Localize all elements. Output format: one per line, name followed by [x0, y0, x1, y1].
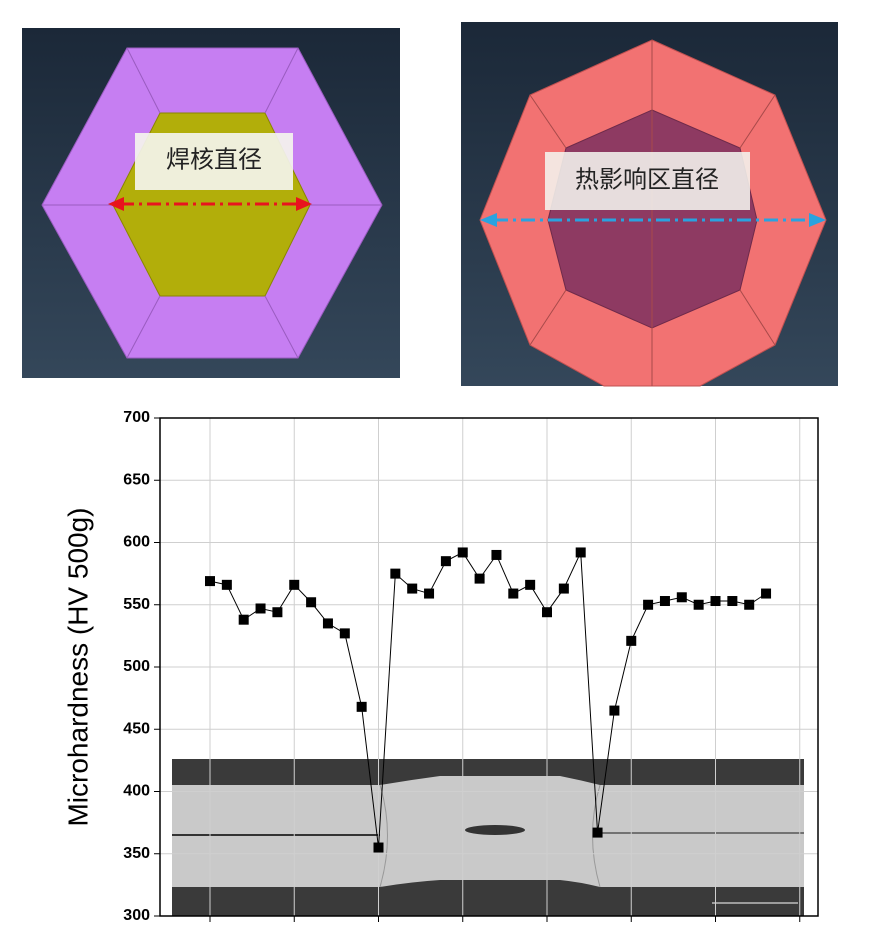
nugget-diagram: 焊核直径 [22, 28, 400, 378]
edges [42, 47, 382, 359]
data-point [474, 573, 485, 584]
y-tick-label: 400 [123, 783, 150, 800]
chart: Microhardness (HV 500g) 300 350 400 450 500 5… [62, 409, 819, 924]
data-point [525, 579, 536, 590]
y-tick-label: 350 [123, 845, 150, 862]
data-point [710, 596, 721, 607]
arrow-head [480, 213, 497, 227]
y-tick-label: 550 [123, 596, 150, 613]
data-point [727, 596, 738, 607]
arrow-head [809, 213, 826, 227]
data-point [761, 588, 772, 599]
data-point [238, 614, 249, 625]
data-point [289, 579, 300, 590]
data-point [339, 628, 350, 639]
data-point [542, 607, 552, 618]
y-axis-label: Microhardness (HV 500g) [62, 507, 93, 826]
label-box [545, 152, 750, 210]
data-point [457, 547, 468, 558]
arrow-head [108, 197, 124, 211]
data-point [424, 588, 435, 599]
data-point [440, 556, 451, 567]
data-point [693, 599, 704, 610]
y-tick-label: 700 [123, 409, 150, 426]
data-point [659, 596, 670, 607]
micrograph [172, 759, 804, 916]
data-point [508, 588, 519, 599]
y-tick-label: 500 [123, 658, 150, 675]
data-point [609, 705, 620, 716]
haz-diagram: 热影响区直径 [461, 22, 838, 387]
data-point [272, 607, 283, 618]
data-point [306, 597, 317, 608]
data-line [209, 551, 767, 848]
diagram-label: 焊核直径 [166, 146, 262, 173]
data-point [356, 701, 367, 712]
y-tick-label: 300 [123, 907, 150, 924]
data-point [205, 576, 215, 587]
data-point [407, 583, 418, 594]
data-point [322, 618, 333, 629]
data-point [643, 599, 654, 610]
data-point [221, 579, 232, 590]
data-point [626, 635, 637, 646]
diagram-label: 热影响区直径 [575, 166, 719, 193]
data-point [373, 842, 384, 853]
y-tick-label: 650 [123, 471, 150, 488]
data-point [592, 827, 603, 838]
data-point [491, 549, 502, 560]
arrow-head [296, 197, 312, 211]
data-point [575, 547, 586, 558]
edges [529, 40, 776, 386]
data-point [255, 603, 266, 614]
data-point [390, 568, 401, 579]
y-tick-label: 450 [123, 720, 150, 737]
data-point [676, 592, 687, 603]
data-point [744, 599, 755, 610]
label-box [135, 133, 293, 190]
y-tick-label: 600 [123, 534, 150, 551]
data-point [558, 583, 569, 594]
